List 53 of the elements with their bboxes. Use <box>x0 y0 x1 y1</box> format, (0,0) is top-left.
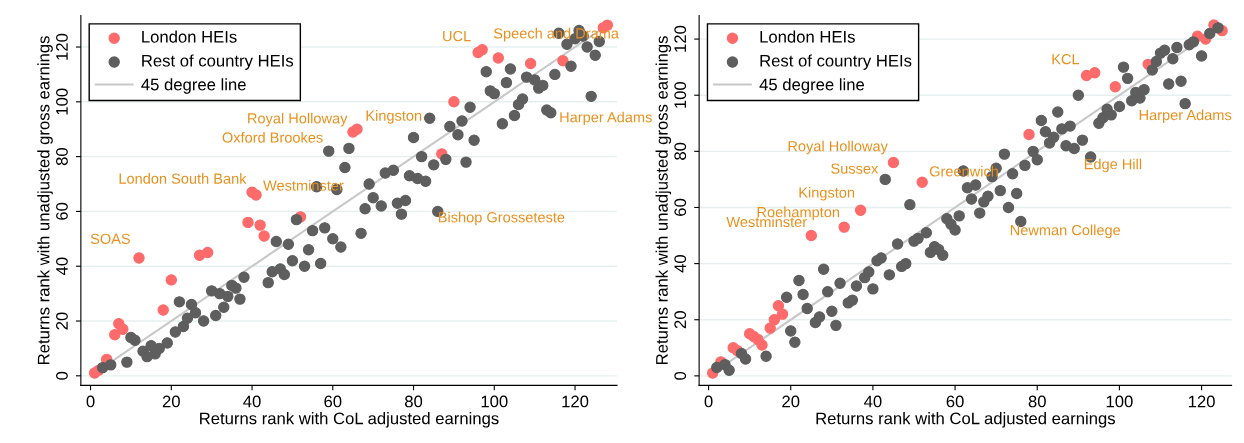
annotation: Harper Adams <box>1139 109 1232 124</box>
x-tick-label: 0 <box>86 395 95 408</box>
y-tick-label: 20 <box>56 312 68 330</box>
x-tick-label: 80 <box>405 395 423 408</box>
annotation: Oxford Brookes <box>222 131 323 143</box>
annotation: Edge Hill <box>1084 158 1142 173</box>
x-axis-title: Returns rank with CoL adjusted earnings <box>200 412 499 428</box>
x-tick-label: 120 <box>1188 395 1215 408</box>
legend-label: London HEIs <box>760 30 855 43</box>
annotation: Kingston <box>799 186 855 201</box>
annotation: Royal Holloway <box>788 140 888 155</box>
annotation: London South Bank <box>119 173 247 184</box>
x-tick-label: 20 <box>162 395 180 408</box>
y-tick-label: 40 <box>56 257 68 276</box>
x-tick-label: 120 <box>562 395 589 408</box>
annotation: Harper Adams <box>560 111 652 126</box>
x-tick-label: 100 <box>1106 395 1133 408</box>
annotation: Royal Holloway <box>248 112 348 127</box>
annotation: SOAS <box>90 233 130 244</box>
y-tick-label: 100 <box>674 81 687 108</box>
legend-label: 45 degree line <box>141 78 246 94</box>
x-tick-label: 100 <box>481 395 508 408</box>
x-tick-label: 40 <box>243 395 261 408</box>
legend-label: 45 degree line <box>759 78 865 94</box>
y-tick-label: 120 <box>674 25 687 52</box>
y-tick-label: 80 <box>56 148 68 166</box>
legend-label: Rest of country HEIs <box>760 54 912 70</box>
annotation: UCL <box>443 30 471 42</box>
x-axis-title: Returns rank with CoL adjusted earnings <box>816 412 1115 428</box>
x-tick-label: 40 <box>864 395 882 408</box>
annotation: Kingston <box>366 110 422 124</box>
y-tick-label: 0 <box>674 371 687 380</box>
y-tick-label: 60 <box>674 198 687 216</box>
y-tick-label: 20 <box>674 311 687 329</box>
y-axis-title: Returns rank with unadjusted gross earnings <box>37 36 53 364</box>
annotation: Newman College <box>1010 224 1121 239</box>
legend-label: Rest of country HEIs <box>142 54 294 70</box>
y-axis-title: Returns rank with unadjusted gross earnings <box>655 36 672 364</box>
x-tick-label: 60 <box>324 395 342 408</box>
x-tick-label: 80 <box>1028 395 1046 408</box>
x-tick-label: 20 <box>782 395 800 408</box>
y-tick-label: 120 <box>56 33 68 60</box>
y-tick-label: 80 <box>674 142 687 160</box>
y-tick-label: 40 <box>674 254 687 273</box>
y-tick-label: 100 <box>56 88 68 115</box>
legend-label: London HEIs <box>142 30 237 43</box>
annotation: Sussex <box>831 163 879 174</box>
x-tick-label: 60 <box>946 395 964 408</box>
y-tick-label: 0 <box>56 371 68 380</box>
y-tick-label: 60 <box>56 202 68 220</box>
x-tick-label: 0 <box>704 395 713 408</box>
annotation: KCL <box>1052 54 1080 65</box>
annotation: Bishop Grosseteste <box>438 211 565 226</box>
